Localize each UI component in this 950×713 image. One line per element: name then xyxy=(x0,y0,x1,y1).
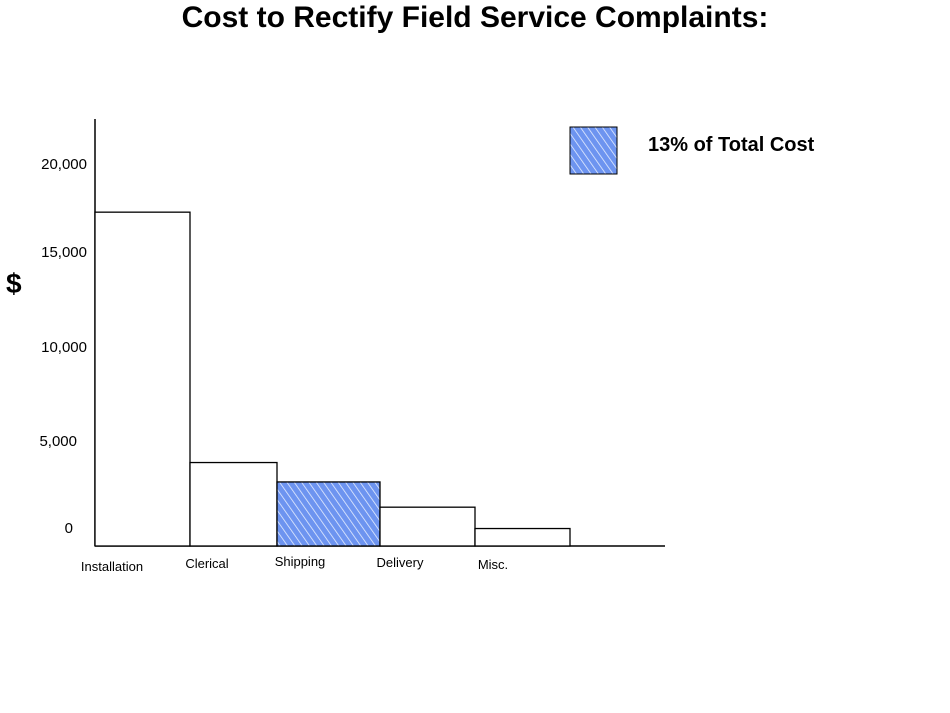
x-category-label: Installation xyxy=(81,559,143,574)
legend-label: 13% of Total Cost xyxy=(648,134,815,156)
bar-misc xyxy=(474,527,571,547)
chart-title: Cost to Rectify Field Service Complaints… xyxy=(181,1,769,34)
y-axis-label: $ xyxy=(6,268,22,299)
bar-clerical xyxy=(189,461,278,547)
y-tick-label: 5,000 xyxy=(39,433,77,450)
y-tick-label: 20,000 xyxy=(41,156,87,173)
legend-swatch xyxy=(569,126,618,175)
y-tick-label: 10,000 xyxy=(41,339,87,356)
x-category-label: Misc. xyxy=(478,557,508,572)
x-category-label: Delivery xyxy=(377,555,424,570)
x-category-label: Shipping xyxy=(275,554,326,569)
y-tick-label: 0 xyxy=(65,520,73,537)
y-tick-label: 15,000 xyxy=(41,244,87,261)
bar-delivery xyxy=(379,506,476,547)
x-category-label: Clerical xyxy=(185,556,228,571)
bar-installation xyxy=(94,211,191,547)
bar-shipping xyxy=(276,481,381,547)
